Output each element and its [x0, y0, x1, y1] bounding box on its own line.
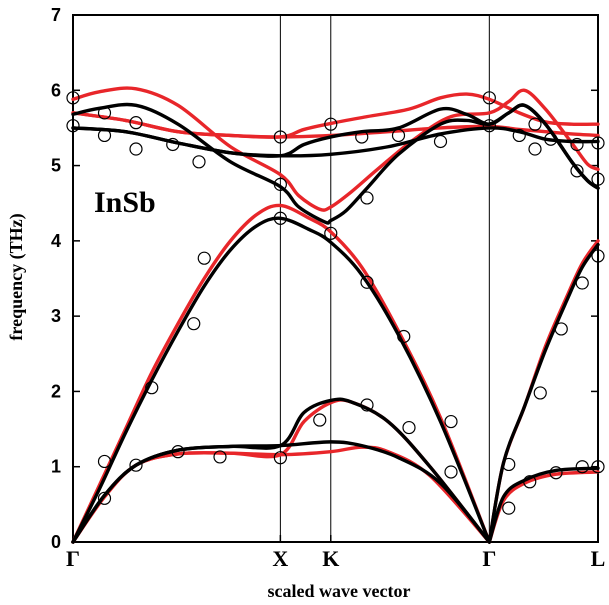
red-dispersion-line	[487, 470, 600, 544]
data-point	[512, 128, 526, 143]
data-point	[360, 275, 374, 289]
data-point	[66, 119, 80, 133]
data-point	[187, 317, 201, 331]
data-point	[591, 249, 605, 263]
data-point	[528, 142, 542, 156]
data-point	[502, 501, 516, 515]
data-point	[533, 386, 547, 400]
data-point	[97, 491, 112, 505]
data-point	[355, 130, 369, 144]
data-point	[145, 381, 159, 395]
data-point	[444, 465, 458, 479]
data-point	[402, 420, 416, 435]
y-tick-label: 4	[51, 231, 61, 251]
plot-frame	[72, 14, 599, 543]
data-point	[570, 137, 584, 152]
y-tick-label: 2	[51, 381, 61, 401]
data-point	[313, 413, 327, 427]
y-tick-label: 1	[51, 457, 61, 477]
data-point	[97, 106, 112, 120]
data-point	[528, 117, 542, 131]
data-point	[570, 164, 584, 178]
y-tick-label: 5	[51, 156, 61, 176]
x-tick-label: L	[591, 546, 606, 571]
data-point	[324, 226, 338, 240]
x-tick-label: Γ	[482, 546, 496, 571]
plot-border	[72, 14, 599, 543]
data-point	[360, 398, 374, 412]
data-point	[523, 475, 537, 489]
data-point	[324, 117, 338, 131]
data-point	[591, 460, 605, 474]
data-point	[554, 322, 568, 336]
black-dispersion-line	[71, 216, 492, 544]
y-axis-label: frequency (THz)	[6, 213, 27, 340]
red-dispersion-line	[71, 111, 600, 139]
data-point	[129, 116, 143, 130]
x-tick-label: Γ	[66, 546, 80, 571]
black-dispersion-line	[71, 440, 492, 544]
data-point	[197, 251, 211, 265]
y-tick-label: 0	[51, 532, 61, 552]
data-point	[66, 91, 80, 105]
data-point	[549, 466, 563, 480]
data-point	[213, 450, 227, 464]
black-dispersion-line	[71, 103, 600, 190]
data-point	[591, 172, 605, 186]
y-tick-label: 3	[51, 306, 61, 326]
dispersion-curves	[71, 86, 600, 544]
data-point	[273, 451, 287, 465]
data-point	[129, 142, 143, 156]
data-point	[192, 155, 206, 169]
data-point	[444, 414, 458, 429]
data-point	[575, 276, 589, 290]
y-tick-label: 6	[51, 80, 61, 100]
x-axis-label: scaled wave vector	[268, 581, 411, 601]
red-dispersion-line	[71, 203, 492, 544]
data-point	[482, 91, 496, 105]
data-point	[166, 137, 180, 152]
experimental-points	[66, 91, 605, 515]
data-point	[591, 136, 605, 150]
data-point	[171, 445, 185, 459]
chart-annotation: InSb	[94, 186, 156, 219]
data-point	[360, 191, 374, 205]
y-tick-label: 7	[51, 5, 61, 25]
data-point	[575, 460, 589, 474]
data-point	[397, 329, 411, 344]
data-point	[273, 177, 287, 191]
data-point	[502, 457, 516, 472]
x-tick-label: X	[272, 546, 288, 571]
data-point	[482, 119, 496, 133]
data-point	[273, 211, 287, 225]
y-axis-ticks: 0 1 2 3 4 5 6 7	[51, 5, 598, 552]
black-dispersion-line	[71, 397, 492, 544]
data-point	[544, 132, 558, 146]
black-dispersion-line	[487, 466, 600, 544]
data-point	[129, 458, 143, 472]
x-tick-label: K	[322, 546, 339, 571]
red-dispersion-line	[71, 86, 600, 212]
data-point	[97, 128, 112, 143]
data-point	[273, 130, 287, 144]
data-point	[433, 134, 448, 149]
data-point	[391, 128, 406, 143]
data-point	[97, 454, 112, 469]
